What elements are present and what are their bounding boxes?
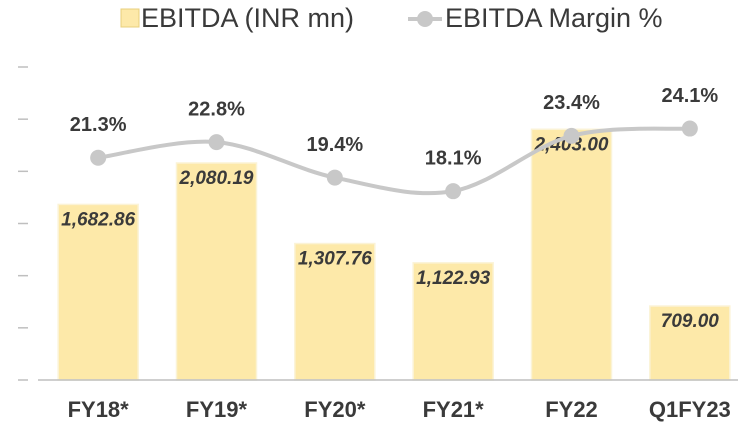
legend-label: EBITDA (INR mn) — [141, 3, 354, 33]
legend-swatch — [120, 8, 140, 28]
x-tick-label: FY21* — [423, 397, 485, 422]
x-tick-label: FY20* — [304, 397, 366, 422]
legend-label: EBITDA Margin % — [445, 3, 663, 33]
line-value-label: 22.8% — [188, 98, 245, 120]
bar — [57, 203, 139, 381]
line-marker — [681, 120, 698, 137]
x-tick-label: FY22 — [545, 397, 598, 422]
line-value-label: 23.4% — [543, 92, 600, 114]
line-marker — [563, 127, 580, 144]
bar-value-label: 709.00 — [661, 311, 720, 332]
line-marker — [326, 169, 343, 186]
line-value-label: 21.3% — [70, 114, 127, 136]
x-tick-label: FY18* — [68, 397, 130, 422]
bar-value-label: 1,307.76 — [298, 249, 372, 270]
line-marker — [445, 183, 462, 200]
bar-value-label: 2,080.19 — [179, 168, 254, 189]
line-marker — [90, 149, 107, 166]
bar — [649, 305, 731, 381]
bar-value-label: 1,682.86 — [61, 209, 135, 230]
line-value-label: 18.1% — [425, 147, 482, 169]
line-value-label: 24.1% — [661, 85, 718, 107]
bar — [412, 262, 494, 381]
line-marker — [208, 134, 225, 151]
x-tick-label: Q1FY23 — [649, 397, 731, 422]
bar — [530, 128, 613, 381]
bar-value-label: 2,403.00 — [534, 134, 609, 155]
bar — [175, 162, 258, 381]
x-tick-label: FY19* — [186, 397, 248, 422]
legend-marker — [417, 11, 433, 27]
line-value-label: 19.4% — [306, 134, 363, 156]
bar-value-label: 1,122.93 — [416, 268, 490, 289]
bar — [294, 242, 376, 381]
